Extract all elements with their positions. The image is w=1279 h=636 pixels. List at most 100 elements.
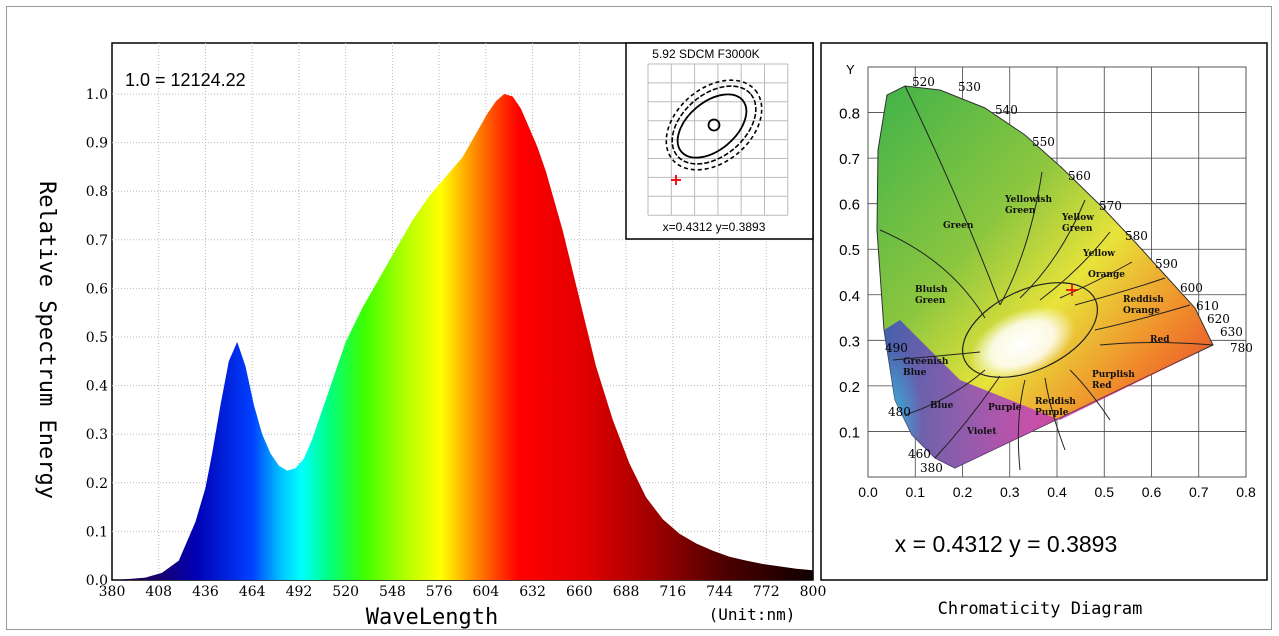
cie-y-tick-label: 0.8	[839, 106, 860, 123]
cie-y-axis-label: Y	[846, 62, 855, 77]
cie-x-tick-label: 0.3	[1000, 484, 1020, 500]
y-tick-label: 0.8	[86, 184, 108, 200]
y-tick-label: 0.3	[86, 427, 108, 443]
report-frame	[6, 6, 1272, 630]
cie-region-label: Red	[1150, 335, 1170, 345]
x-tick-label: 576	[426, 584, 453, 600]
cie-region-label: Reddish Purple	[1035, 397, 1076, 418]
x-tick-label: 520	[332, 584, 359, 600]
cie-region-label: Reddish Orange	[1123, 295, 1164, 316]
x-tick-label: 632	[519, 584, 546, 600]
cie-wavelength-label: 480	[888, 405, 911, 419]
inset-middle-ellipse	[671, 85, 757, 165]
x-tick-label: 464	[239, 584, 266, 600]
cie-wavelength-label: 630	[1220, 325, 1243, 339]
cie-wavelength-label: 520	[912, 75, 935, 89]
cie-x-tick-label: 0.5	[1095, 484, 1115, 500]
cie-y-ticks: 0.1 0.2 0.3 0.4 0.5 0.6 0.7 0.8	[839, 106, 860, 442]
cie-y-tick-label: 0.7	[839, 151, 860, 168]
y-tick-label: 0.2	[86, 476, 108, 492]
inset-target-circle	[707, 118, 721, 132]
cie-caption: Chromaticity Diagram	[938, 599, 1143, 619]
cie-x-tick-label: 0.6	[1142, 484, 1162, 500]
x-tick-label: 408	[145, 584, 172, 600]
y-tick-label: 1.0	[86, 87, 108, 103]
y-tick-label: 0.5	[86, 330, 108, 346]
sdcm-inset: 5.92 SDCM F3000K x=0.4312 y=0.3893	[625, 42, 814, 240]
cie-region-label: Blue	[930, 401, 954, 411]
x-tick-label: 380	[99, 584, 126, 600]
cie-x-tick-label: 0.4	[1047, 484, 1067, 500]
cie-y-tick-label: 0.5	[839, 242, 860, 259]
inset-coords: x=0.4312 y=0.3893	[663, 220, 766, 234]
cie-region-label: Purplish Red	[1092, 370, 1135, 391]
x-tick-label: 660	[566, 584, 593, 600]
cie-region-label: Violet	[966, 427, 997, 437]
cie-wavelength-label: 550	[1032, 135, 1055, 149]
cie-x-tick-label: 0.2	[953, 484, 973, 500]
cie-y-tick-label: 0.1	[839, 424, 860, 441]
y-tick-label: 0.0	[86, 573, 108, 589]
spectrum-curve	[112, 94, 813, 580]
cie-wavelength-label: 530	[958, 80, 981, 94]
y-tick-label: 0.4	[86, 379, 108, 395]
unit-label: (Unit:nm)	[709, 605, 796, 624]
x-tick-label: 716	[659, 584, 686, 600]
cie-coords-label: x = 0.4312 y = 0.3893	[895, 531, 1118, 557]
cie-wavelength-label: 610	[1196, 299, 1219, 313]
cie-marker	[1066, 284, 1078, 296]
x-tick-label: 800	[800, 584, 827, 600]
cie-region-label: Green	[943, 221, 974, 231]
cie-wavelength-label: 570	[1099, 199, 1122, 213]
cie-wavelength-label: 590	[1155, 257, 1178, 271]
inset-outer-ellipse	[665, 79, 763, 171]
cie-x-tick-label: 0.7	[1189, 484, 1209, 500]
cie-region-labels: Green Yellowish Green Yellow Green Yellow Oran…	[903, 195, 1170, 437]
y-tick-label: 0.1	[86, 524, 108, 540]
cie-region-label: Orange	[1088, 270, 1125, 280]
y-tick-label: 0.7	[86, 233, 108, 249]
x-tick-label: 604	[472, 584, 499, 600]
cie-y-tick-label: 0.3	[839, 333, 860, 350]
spectrum-x-tick-labels: 380 408 436 464 492 520 548 576 604 632 660 688 716 7…	[99, 584, 827, 600]
cie-y-tick-label: 0.6	[839, 197, 860, 214]
y-tick-label: 0.9	[86, 136, 108, 152]
cie-region-label: Yellow	[1082, 249, 1115, 259]
x-tick-label: 492	[286, 584, 313, 600]
x-tick-label: 744	[706, 584, 733, 600]
cie-wavelength-label: 600	[1180, 281, 1203, 295]
spectrum-y-tick-labels: 0.0 0.1 0.2 0.3 0.4 0.5 0.6 0.7 0.8 0.9 1.0	[86, 87, 108, 589]
inset-inner-ellipse	[676, 93, 748, 159]
cie-region-label: Greenish Blue	[903, 357, 949, 378]
cie-region-label: Yellowish Green	[1004, 195, 1052, 216]
x-axis-label: WaveLength	[366, 605, 498, 630]
cie-wavelength-label: 380	[920, 461, 943, 475]
cie-wavelength-label: 540	[995, 103, 1018, 117]
cie-wavelength-label: 560	[1068, 169, 1091, 183]
inset-marker	[671, 175, 681, 185]
cie-x-tick-label: 0.1	[906, 484, 926, 500]
cie-wavelength-label: 620	[1207, 312, 1230, 326]
x-tick-label: 772	[753, 584, 780, 600]
cie-x-ticks: 0.0 0.1 0.2 0.3 0.4 0.5 0.6 0.7 0.8	[858, 484, 1256, 500]
cie-x-tick-label: 0.0	[858, 484, 878, 500]
x-tick-label: 436	[192, 584, 219, 600]
scale-label: 1.0 = 12124.22	[125, 70, 246, 90]
cie-region-label: Bluish Green	[915, 285, 948, 306]
cie-y-tick-label: 0.4	[839, 288, 860, 305]
cie-diagram	[867, 66, 1247, 478]
x-tick-label: 688	[613, 584, 640, 600]
y-tick-label: 0.6	[86, 281, 108, 297]
cie-wavelength-label: 490	[885, 341, 908, 355]
x-tick-label: 548	[379, 584, 406, 600]
inset-title: 5.92 SDCM F3000K	[652, 47, 759, 61]
cie-x-tick-label: 0.8	[1236, 484, 1256, 500]
y-axis-label: Relative Spectrum Energy	[34, 181, 59, 499]
cie-wavelength-label: 460	[908, 447, 931, 461]
cie-region-label: Yellow Green	[1061, 213, 1094, 234]
cie-wavelength-label: 580	[1125, 229, 1148, 243]
cie-wavelength-label: 780	[1230, 341, 1253, 355]
cie-region-label: Purple	[988, 403, 1022, 413]
